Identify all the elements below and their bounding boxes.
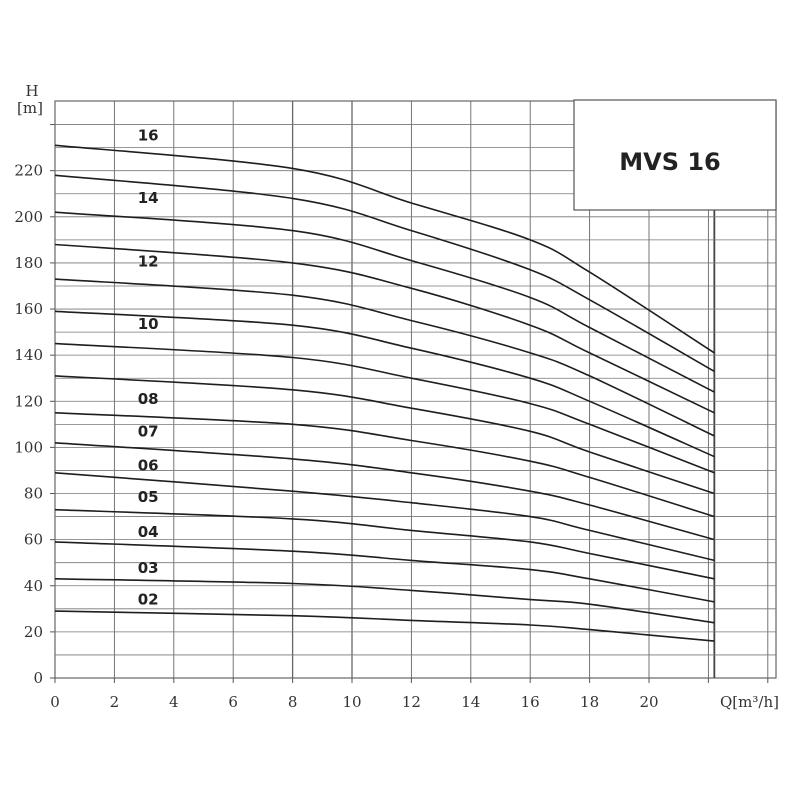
plot-frame: [54, 100, 777, 679]
curve-08: [54, 412, 715, 518]
x-tick-label: 8: [288, 693, 298, 711]
x-tick-label: 16: [521, 693, 540, 711]
curves: [54, 144, 715, 642]
x-tick-label: 0: [50, 693, 60, 711]
x-tick-label: 6: [228, 693, 238, 711]
y-tick-label: 100: [14, 438, 43, 456]
curve-06: [54, 472, 715, 562]
y-tick-label: 180: [14, 254, 43, 272]
series-labels: 16 14 12 10 08 07 06 05 04 03 02: [138, 126, 159, 608]
y-axis-unit: [m]: [17, 99, 43, 117]
series-label-07: 07: [138, 423, 159, 441]
curve-03: [54, 578, 715, 624]
y-tick-label: 120: [14, 392, 43, 410]
series-label-06: 06: [138, 456, 159, 474]
x-tick-label: 10: [342, 693, 361, 711]
curve-10: [54, 342, 715, 474]
y-tick-label: 220: [14, 162, 43, 180]
x-tick-label: 14: [461, 693, 480, 711]
curve-04: [54, 541, 715, 603]
x-tick-label: 20: [639, 693, 658, 711]
series-label-10: 10: [138, 315, 159, 333]
y-tick-label: 40: [24, 577, 43, 595]
curve-12: [54, 278, 715, 437]
series-label-12: 12: [138, 252, 159, 270]
y-tick-label: 160: [14, 300, 43, 318]
curve-05: [54, 508, 715, 580]
curve-unlabeled-7: [54, 375, 715, 495]
curve-unlabeled-3: [54, 243, 715, 414]
x-tick-label: 4: [169, 693, 179, 711]
x-tick-label: 12: [402, 693, 421, 711]
y-tick-label: 80: [24, 485, 43, 503]
x-axis-label: Q[m³/h]: [720, 693, 779, 711]
y-axis-label: H: [25, 82, 38, 100]
x-tick-label: 2: [110, 693, 120, 711]
series-label-08: 08: [138, 390, 159, 408]
curve-02: [54, 610, 715, 642]
y-tick-label: 20: [24, 623, 43, 641]
y-tick-label: 60: [24, 531, 43, 549]
series-label-16: 16: [138, 126, 159, 144]
curve-16: [54, 144, 715, 354]
curve-14: [54, 211, 715, 393]
y-tick-label: 200: [14, 208, 43, 226]
series-label-02: 02: [138, 591, 159, 609]
series-label-05: 05: [138, 488, 159, 506]
series-label-14: 14: [138, 189, 159, 207]
curve-unlabeled-1: [54, 174, 715, 372]
title-box: MVS 16: [573, 99, 777, 211]
series-label-03: 03: [138, 559, 159, 577]
series-label-04: 04: [138, 523, 159, 541]
y-tick-label: 140: [14, 346, 43, 364]
y-tick-label: 0: [33, 669, 43, 687]
chart-title: MVS 16: [619, 148, 721, 176]
curve-07: [54, 442, 715, 541]
x-tick-label: 18: [580, 693, 599, 711]
curve-unlabeled-5: [54, 310, 715, 458]
